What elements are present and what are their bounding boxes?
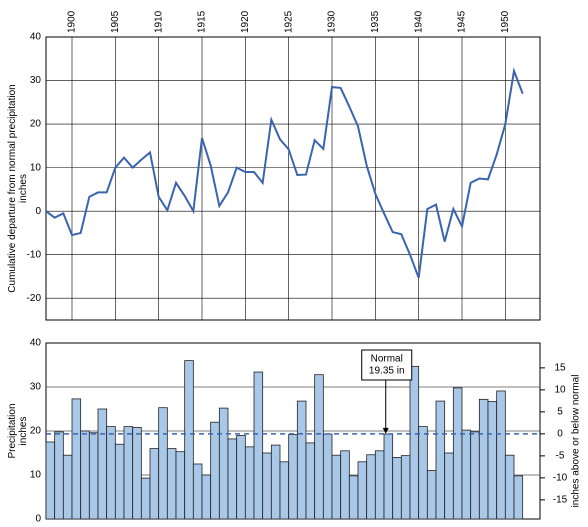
y-tick-label: 20 [30, 426, 42, 437]
y-axis-label-line: Precipitation [7, 403, 18, 458]
bar [175, 451, 186, 520]
bar [166, 448, 177, 520]
bar [374, 450, 385, 520]
y-tick-label: 30 [30, 75, 42, 86]
bar [487, 401, 498, 520]
y-tick-label: 0 [35, 514, 41, 525]
bar [218, 407, 229, 520]
annotation-title: Normal [371, 354, 403, 365]
bar [253, 371, 264, 520]
annotation-box [361, 349, 413, 381]
bar [478, 398, 489, 520]
bar [244, 446, 255, 520]
x-tick-label: 1925 [283, 10, 294, 33]
bar [88, 432, 99, 520]
x-tick-label: 1915 [197, 10, 208, 33]
x-tick-label: 1945 [457, 10, 468, 33]
x-tick-label: 1910 [153, 10, 164, 33]
y2-tick-label: 5 [557, 407, 563, 418]
annotation-label: 19.35 in [369, 366, 405, 377]
y-tick-label: 10 [30, 162, 42, 173]
bar [331, 454, 342, 520]
bar [426, 470, 437, 520]
bar [305, 442, 316, 520]
data-line [45, 67, 524, 279]
x-tick-label: 1930 [327, 10, 338, 33]
bar [409, 365, 420, 520]
bar [314, 374, 324, 520]
bar [392, 456, 402, 520]
bar [470, 431, 480, 520]
y2-tick-label: -10 [553, 473, 568, 484]
bar [71, 398, 82, 520]
y-tick-label: 40 [30, 338, 42, 349]
y-axis-label-line: inches [18, 417, 29, 446]
x-tick-label: 1900 [67, 10, 78, 33]
bar [54, 431, 64, 520]
bar [236, 434, 246, 520]
y-tick-label: 20 [30, 119, 42, 130]
y2-tick-label: -5 [556, 451, 565, 462]
y2-tick-label: -15 [553, 495, 568, 506]
bar [348, 475, 359, 520]
bar [340, 450, 350, 520]
bar [366, 454, 376, 520]
bar [296, 400, 307, 520]
bar [149, 448, 160, 520]
y-axis-label-line: inches [18, 174, 29, 203]
x-tick-label: 1905 [110, 10, 121, 33]
bar [140, 477, 151, 520]
bar [461, 429, 472, 520]
y-tick-label: -20 [27, 293, 42, 304]
bar [262, 452, 272, 520]
bar [184, 360, 194, 520]
bar [106, 426, 116, 520]
top-frame [45, 36, 541, 321]
bar [279, 461, 290, 520]
bar [62, 454, 73, 520]
bar [45, 441, 56, 520]
y-tick-label: 30 [30, 382, 42, 393]
bar [210, 421, 220, 520]
bar [418, 426, 428, 520]
x-tick-label: 1940 [413, 10, 424, 33]
y-tick-label: 0 [35, 206, 41, 217]
bar [192, 463, 203, 520]
y2-tick-label: 15 [554, 363, 566, 374]
bar [288, 434, 298, 520]
x-tick-label: 1935 [370, 10, 381, 33]
bar [400, 455, 411, 520]
bar [513, 475, 524, 520]
bar [227, 438, 238, 520]
bar [201, 474, 212, 520]
bar [158, 407, 168, 520]
bar [80, 430, 90, 520]
bar [357, 461, 368, 520]
y-axis-label: Precipitationinches [7, 403, 29, 458]
bar [97, 408, 108, 520]
y-tick-label: -10 [27, 249, 42, 260]
bar [322, 433, 333, 520]
x-tick-label: 1920 [240, 10, 251, 33]
y2-axis-label: inches above or below normal [571, 375, 582, 508]
bar [444, 452, 454, 520]
bar [504, 454, 515, 520]
y2-tick-label: 0 [557, 429, 563, 440]
y-axis-label: Cumulative departure from normal precipi… [7, 84, 29, 292]
bar [435, 400, 446, 520]
bar [114, 443, 125, 520]
bar [132, 427, 142, 520]
y-axis-label-line: Cumulative departure from normal precipi… [7, 84, 18, 292]
bar [270, 444, 281, 520]
bar [496, 390, 506, 520]
bar [452, 387, 463, 520]
annotation-arrowhead [382, 427, 389, 434]
x-tick-label: 1950 [500, 10, 511, 33]
y2-tick-label: 10 [554, 385, 566, 396]
bar [123, 426, 134, 520]
bar [383, 433, 394, 520]
y-tick-label: 10 [30, 470, 42, 481]
y-tick-label: 40 [30, 32, 42, 43]
